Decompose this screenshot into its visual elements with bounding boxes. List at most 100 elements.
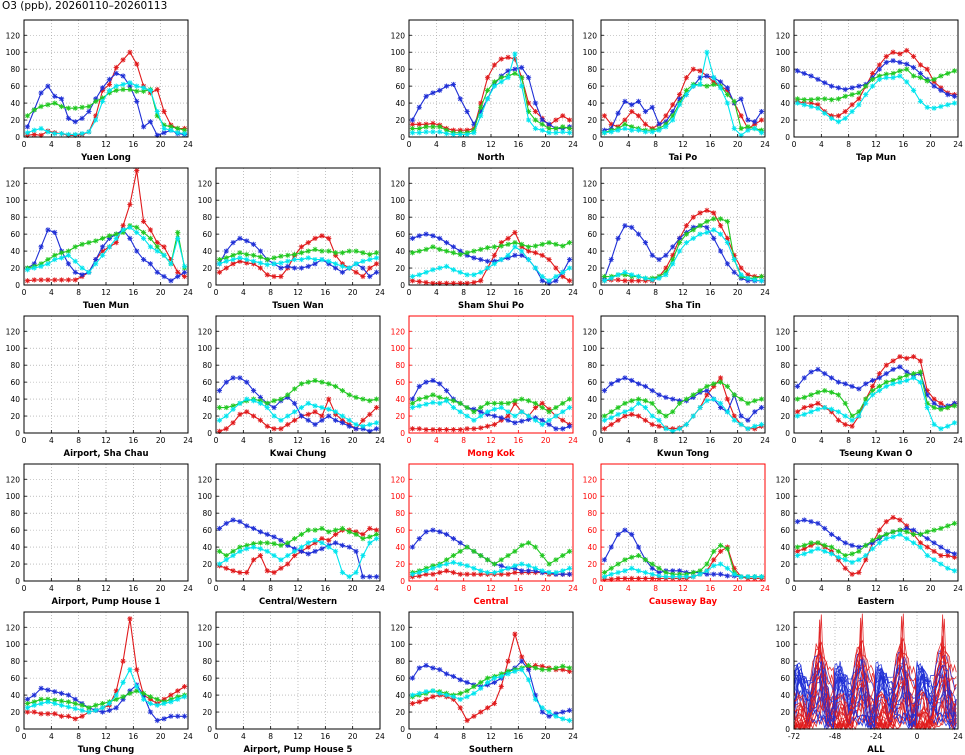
data-point <box>373 255 380 261</box>
data-point <box>560 273 566 280</box>
data-point <box>608 121 614 127</box>
data-point <box>93 707 99 713</box>
x-tick-label: 8 <box>846 436 851 445</box>
data-point <box>305 544 311 550</box>
data-point <box>642 383 649 389</box>
data-point <box>808 540 814 546</box>
y-tick-label: 0 <box>785 133 790 142</box>
data-point <box>120 86 126 93</box>
data-point <box>291 536 298 542</box>
data-point <box>464 563 470 569</box>
data-point <box>635 381 642 387</box>
data-point <box>443 671 450 677</box>
x-tick-label: 4 <box>434 732 439 741</box>
data-point <box>815 546 821 552</box>
data-point <box>808 519 814 525</box>
data-point <box>828 551 835 557</box>
data-point <box>65 277 72 283</box>
data-point <box>437 394 443 400</box>
data-point <box>951 403 958 409</box>
data-point <box>842 108 848 115</box>
data-point <box>512 229 518 236</box>
data-point <box>86 705 92 711</box>
data-point <box>752 398 758 404</box>
data-point <box>409 130 416 136</box>
data-point <box>670 568 676 574</box>
data-point <box>360 531 366 537</box>
data-point <box>883 531 889 537</box>
x-tick-label: 24 <box>375 436 385 445</box>
data-point <box>519 561 525 567</box>
data-point <box>416 272 422 278</box>
data-point <box>629 554 635 560</box>
data-point <box>312 537 318 543</box>
y-tick-label: 80 <box>202 213 212 222</box>
data-point <box>897 73 903 79</box>
data-point <box>835 409 842 415</box>
data-point <box>312 527 318 533</box>
data-point <box>457 548 463 554</box>
data-point <box>430 377 436 384</box>
x-tick-label: 0 <box>407 436 412 445</box>
data-point <box>450 404 457 411</box>
data-point <box>244 256 250 263</box>
data-point <box>560 269 566 275</box>
data-point <box>498 400 504 406</box>
data-point <box>883 536 889 542</box>
data-point <box>738 96 744 102</box>
data-point <box>181 263 188 269</box>
data-point <box>525 108 532 115</box>
data-point <box>216 561 223 567</box>
y-tick-label: 60 <box>10 230 20 239</box>
x-tick-label: 8 <box>461 584 466 593</box>
data-point <box>876 527 883 533</box>
data-point <box>457 409 463 415</box>
x-tick-label: 4 <box>49 436 54 445</box>
data-point <box>423 571 429 577</box>
data-point <box>924 544 930 550</box>
data-point <box>409 250 416 256</box>
y-tick-label: 120 <box>391 31 406 40</box>
data-point <box>615 404 621 411</box>
data-point <box>690 392 696 398</box>
data-point <box>519 75 525 81</box>
data-point <box>683 421 690 428</box>
data-point <box>601 569 608 576</box>
data-point <box>546 709 552 715</box>
data-point <box>890 381 896 387</box>
data-point <box>505 552 511 559</box>
data-point <box>168 127 174 133</box>
data-point <box>140 696 147 702</box>
data-point <box>642 557 649 563</box>
data-point <box>437 87 443 93</box>
x-tick-label: 24 <box>183 732 193 741</box>
data-point <box>910 527 917 533</box>
data-point <box>876 534 883 540</box>
data-point <box>525 244 532 250</box>
data-point <box>223 258 229 264</box>
data-point <box>86 103 92 110</box>
data-point <box>566 265 573 271</box>
data-point <box>443 127 450 133</box>
data-point <box>758 404 765 411</box>
data-point <box>731 565 737 571</box>
data-point <box>904 372 910 378</box>
data-point <box>423 394 429 400</box>
x-tick-label: 12 <box>678 584 688 593</box>
data-point <box>339 250 346 256</box>
data-point <box>801 102 807 108</box>
data-point <box>443 240 450 246</box>
x-tick-label: 12 <box>678 140 688 149</box>
data-point <box>656 121 662 127</box>
data-point <box>512 56 518 62</box>
data-point <box>856 569 862 576</box>
data-point <box>711 557 717 563</box>
data-point <box>890 514 896 521</box>
data-point <box>250 544 257 550</box>
data-point <box>52 700 58 707</box>
data-point <box>332 527 339 533</box>
data-point <box>113 692 119 698</box>
data-point <box>298 381 305 387</box>
y-tick-label: 40 <box>395 395 405 404</box>
